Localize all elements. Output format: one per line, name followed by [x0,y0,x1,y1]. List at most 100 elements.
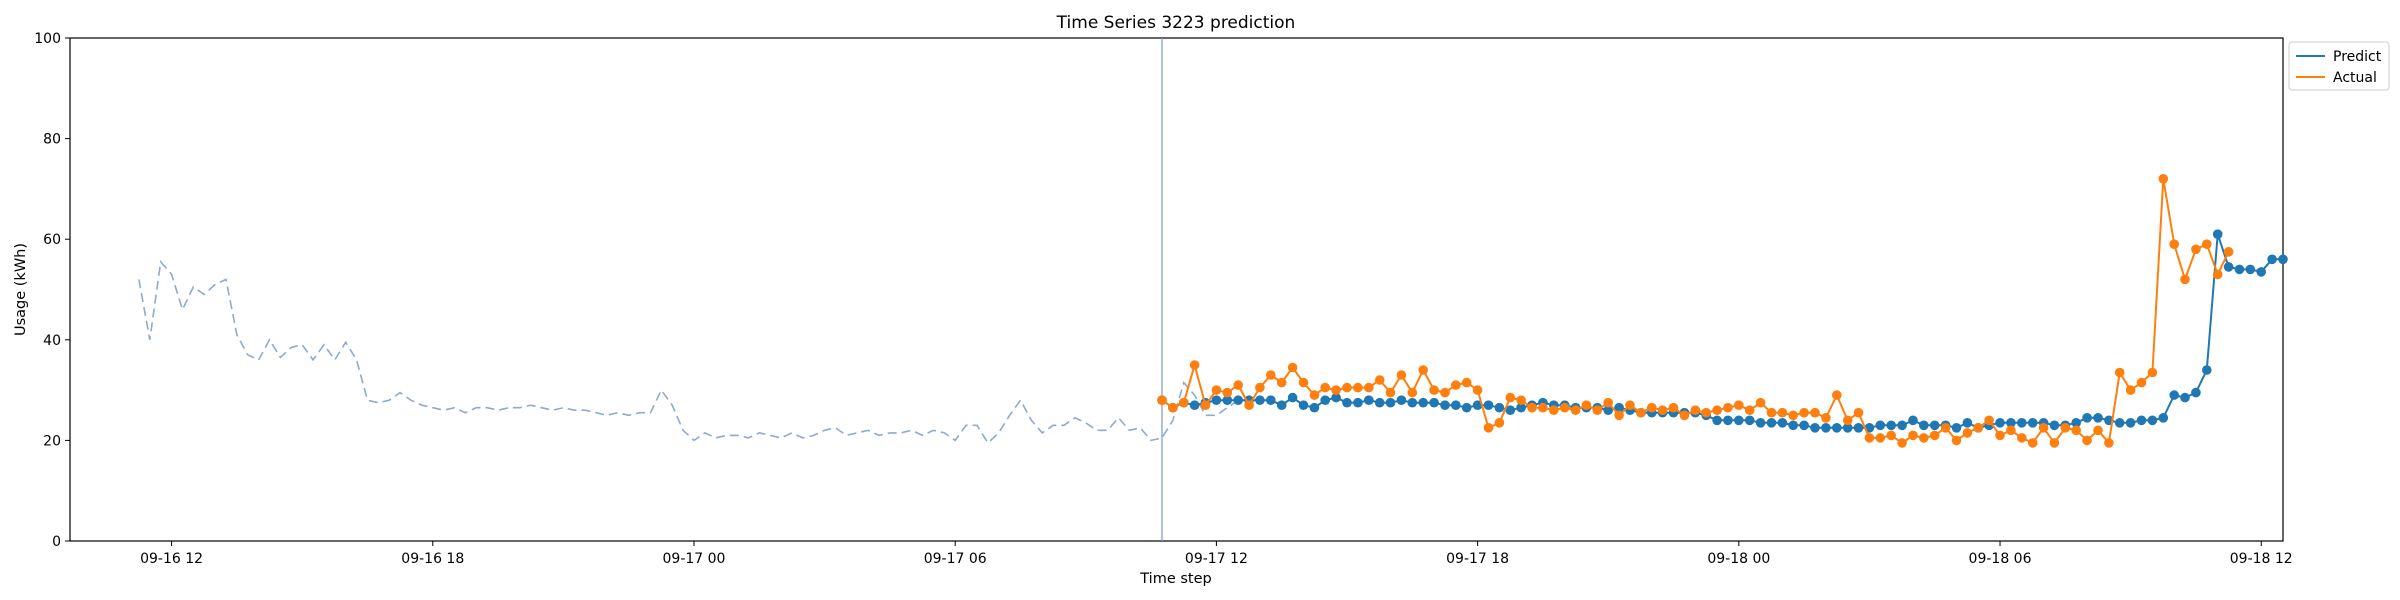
x-tick-label: 09-17 06 [924,551,987,567]
actual-point [1734,400,1744,411]
actual-point [2223,247,2234,257]
actual-point [1559,402,1570,413]
predict-point [1886,420,1896,431]
predict-point [1472,400,1483,411]
series-layer [138,38,2288,541]
actual-point [2169,239,2179,249]
actual-point [2136,377,2147,388]
y-axis: 0 20 40 60 80 100 [34,31,70,550]
predict-point [2202,365,2212,375]
x-tick-label: 09-18 00 [1707,551,1770,567]
actual-point [2017,433,2027,443]
actual-point [1549,405,1559,416]
actual-point [1461,377,1472,388]
y-tick-label: 80 [43,132,61,148]
predict-point [2125,418,2136,428]
actual-point [1396,370,1407,380]
actual-point [1374,375,1385,385]
predict-point [1788,420,1798,431]
plot-area-frame [69,37,2284,542]
predict-point [2027,418,2038,428]
x-tick-label: 09-17 12 [1185,551,1248,567]
predict-point [1451,400,1461,411]
predict-point [1810,423,1820,433]
actual-point [1570,405,1581,416]
predict-point [1483,400,1494,411]
actual-point [1157,395,1167,406]
actual-point [2212,269,2223,280]
actual-point [1744,405,1755,416]
predict-point [2191,387,2201,398]
predict-point [1842,423,1853,433]
predict-point [2114,418,2125,428]
predict-point [1919,420,1929,431]
predict-point [1211,395,1222,406]
predict-point [2169,390,2179,400]
predict-point [1755,418,1766,428]
y-tick-label: 100 [34,31,61,47]
actual-point [2038,423,2049,433]
predict-point [1407,397,1418,408]
predict-point [1374,397,1385,408]
predict-point [1929,420,1940,431]
actual-point [1723,402,1733,413]
actual-point [1385,387,1396,398]
predict-point [2082,413,2092,423]
actual-point [1418,365,1428,375]
predict-point [1418,397,1428,408]
actual-point [2049,438,2060,448]
actual-point [1984,415,1994,426]
actual-point [1962,428,1973,438]
actual-point [1755,397,1766,408]
actual-point [2027,438,2038,448]
x-tick-label: 09-18 06 [1969,551,2032,567]
actual-point [1320,382,1330,393]
actual-point [1538,402,1548,413]
actual-point [1777,407,1788,418]
actual-point [1244,400,1254,411]
actual-point [1309,390,1320,400]
actual-point [1929,430,1940,441]
actual-point [1342,382,1352,393]
predict-point [1603,405,1613,416]
predict-point [2267,254,2277,265]
y-tick-label: 40 [43,333,61,349]
predict-point [2158,413,2169,423]
predict-point [1266,395,1276,406]
actual-point [1233,380,1243,390]
legend-label-predict: Predict [2333,49,2382,65]
actual-point [1908,430,1918,441]
actual-point [1581,400,1592,411]
actual-point [1189,360,1200,370]
actual-point [2114,367,2125,378]
actual-point [1266,370,1276,380]
actual-point [1766,407,1777,418]
actual-point [1951,435,1962,446]
predict-point [1832,423,1842,433]
actual-point [2202,239,2212,249]
predict-point [1712,415,1722,426]
predict-point [1309,402,1320,413]
predict-point [1494,402,1505,413]
actual-point [2060,423,2071,433]
predict-point [1723,415,1733,426]
actual-point [1298,377,1309,388]
predict-point [2006,418,2016,428]
actual-point [1200,400,1211,411]
actual-point [2082,435,2092,446]
x-tick-label: 09-17 00 [663,551,726,567]
actual-point [1472,385,1483,395]
actual-point [1940,423,1951,433]
actual-point [1810,407,1820,418]
actual-point [1331,385,1341,395]
predict-point [1189,400,1200,411]
actual-point [1516,395,1526,406]
predict-point [1429,397,1439,408]
actual-point [2125,385,2136,395]
legend-label-actual: Actual [2333,70,2377,86]
predict-point [2017,418,2027,428]
actual-point [2006,425,2016,436]
predict-point [2223,262,2234,272]
predict-point [1461,402,1472,413]
actual-point [1179,397,1189,408]
